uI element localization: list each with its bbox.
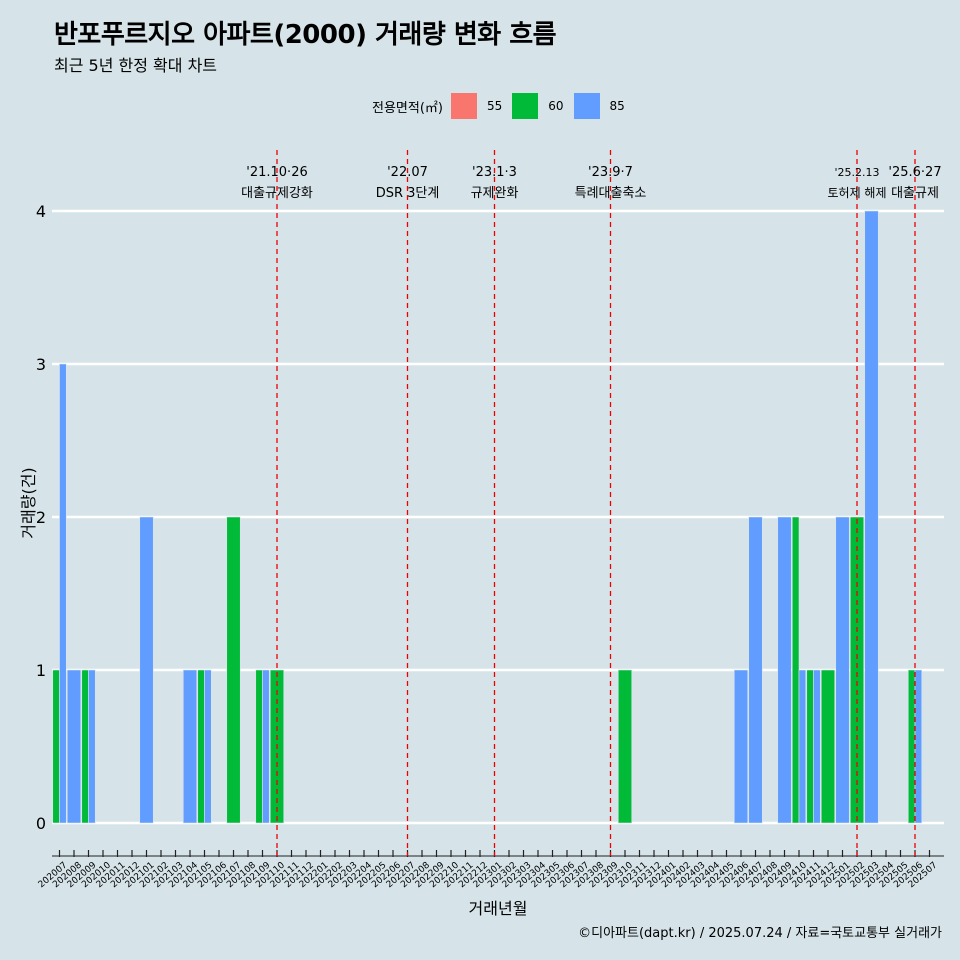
event-label-1: DSR 3단계: [376, 186, 440, 201]
bar-202506-60: [907, 669, 916, 824]
event-label-2: 규제완화: [471, 186, 519, 201]
event-date-0: '21.10·26: [246, 165, 307, 180]
y-tick-label-1: 1: [36, 661, 46, 680]
event-label-3: 특례대출축소: [575, 186, 647, 201]
bar-202105-85: [204, 669, 212, 824]
legend-label-85: 85: [609, 99, 625, 113]
chart-title: 반포푸르지오 아파트(2000) 거래량 변화 흐름: [54, 20, 557, 50]
legend-label-55: 55: [486, 99, 503, 113]
bar-202101-85: [139, 516, 154, 824]
bar-202406-85: [733, 669, 749, 824]
legend-item-55: 55: [450, 93, 503, 119]
bar-202007-60: [52, 669, 60, 824]
bar-202503-85: [864, 210, 879, 824]
event-date-2: '23.1·3: [472, 165, 517, 180]
event-label-0: 대출규제강화: [241, 186, 313, 201]
legend-swatch-85: [573, 93, 600, 119]
bar-202501-85: [835, 516, 850, 824]
event-label-4: 토허제 해제: [827, 186, 886, 200]
event-date-3: '23.9·7: [588, 165, 633, 180]
bar-202411-85: [813, 669, 821, 824]
y-tick-label-2: 2: [36, 508, 46, 527]
event-date-4: '25.2.13: [834, 166, 879, 179]
x-axis-title: 거래년월: [469, 899, 528, 918]
legend-swatch-55: [450, 93, 477, 119]
bar-202407-85: [748, 516, 763, 824]
bar-202008-85: [66, 669, 82, 824]
y-tick-label-3: 3: [36, 355, 46, 374]
y-tick-label-4: 4: [36, 202, 46, 221]
bar-202411-60: [806, 669, 814, 824]
bar-202410-85: [798, 669, 807, 824]
bar-202409-85: [777, 516, 792, 824]
bar-202109-85: [262, 669, 270, 824]
bar-202410-60: [791, 516, 800, 824]
bar-202412-60: [820, 669, 836, 824]
bar-202109-60: [255, 669, 263, 824]
event-date-1: '22.07: [387, 165, 428, 180]
bar-202502-60: [849, 516, 865, 824]
bar-202105-60: [197, 669, 205, 824]
bar-202107-60: [226, 516, 241, 824]
bar-202009-85: [88, 669, 96, 824]
bar-202007-85: [59, 363, 67, 824]
legend-swatch-60: [512, 93, 539, 119]
bar-202506-85: [914, 669, 923, 824]
legend-item-60: 60: [512, 93, 564, 119]
legend: 전용면적(㎡) 55 60 85: [372, 93, 635, 119]
y-axis-title: 거래량(건): [19, 467, 38, 538]
source-caption: ©디아파트(dapt.kr) / 2025.07.24 / 자료=국토교통부 실…: [578, 926, 942, 941]
y-tick-label-0: 0: [36, 814, 46, 833]
bar-202104-85: [182, 669, 198, 824]
legend-label-60: 60: [548, 99, 564, 113]
chart-subtitle: 최근 5년 한정 확대 차트: [54, 56, 218, 75]
legend-item-85: 85: [573, 93, 625, 119]
event-date-5: '25.6·27: [888, 165, 941, 180]
bar-202310-60: [617, 669, 633, 824]
event-label-5: 대출규제: [891, 186, 939, 201]
bar-202009-60: [81, 669, 89, 824]
legend-title: 전용면적(㎡): [372, 100, 443, 116]
